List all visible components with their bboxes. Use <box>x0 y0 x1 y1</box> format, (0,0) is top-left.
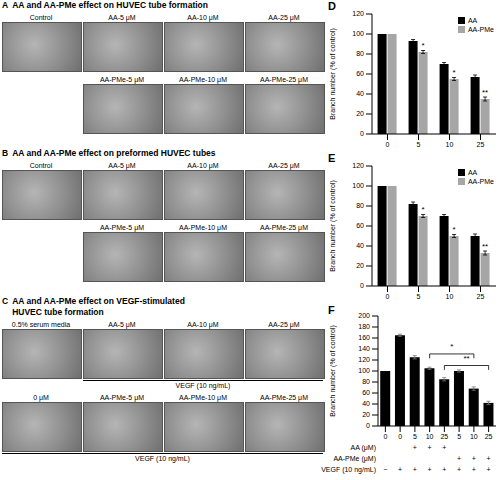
svg-text:60: 60 <box>356 70 364 77</box>
html-text:AA-25 μM: AA-25 μM <box>268 14 300 21</box>
html-text:AA-PMe-10 μM: AA-PMe-10 μM <box>179 394 227 401</box>
html-text:AA-5 μM: AA-5 μM <box>108 14 136 21</box>
html-text:VEGF (10 ng/mL): VEGF (10 ng/mL) <box>135 455 190 462</box>
html-text:AA-PMe-5 μM: AA-PMe-5 μM <box>99 394 144 401</box>
svg-text:120: 120 <box>352 162 364 169</box>
html-text:AA-PMe-25 μM: AA-PMe-25 μM <box>260 394 308 401</box>
svg-text:**: ** <box>482 88 488 97</box>
html-text:AA-PMe-25 μM: AA-PMe-25 μM <box>260 76 308 83</box>
html-text:Control: Control <box>29 162 53 169</box>
svg-text:5: 5 <box>417 293 421 300</box>
svg-text:120: 120 <box>358 356 370 363</box>
svg-text:160: 160 <box>358 334 370 341</box>
html-text:AA-25 μM: AA-25 μM <box>268 321 300 328</box>
svg-text:200: 200 <box>358 312 370 319</box>
svg-text:5: 5 <box>413 433 417 440</box>
svg-text:140: 140 <box>358 345 370 352</box>
html-text:AA-5 μM: AA-5 μM <box>108 162 136 169</box>
html-text:AA-10 μM: AA-10 μM <box>187 321 219 328</box>
html-text:AA-5 μM: AA-5 μM <box>108 321 136 328</box>
svg-text:*: * <box>453 68 456 77</box>
html-text:E: E <box>328 152 336 164</box>
svg-text:10: 10 <box>446 293 454 300</box>
svg-text:25: 25 <box>477 293 485 300</box>
html-text:VEGF (10 ng/mL): VEGF (10 ng/mL) <box>321 466 376 473</box>
svg-text:0: 0 <box>398 433 402 440</box>
svg-text:*: * <box>422 41 425 50</box>
html-text:AA (μM): AA (μM) <box>350 444 376 451</box>
html-text:0.5% serum media: 0.5% serum media <box>11 321 71 328</box>
svg-text:25: 25 <box>477 141 485 148</box>
svg-text:0: 0 <box>360 130 364 137</box>
html-text:AA-10 μM: AA-10 μM <box>187 14 219 21</box>
svg-text:80: 80 <box>362 378 370 385</box>
svg-text:25: 25 <box>440 433 448 440</box>
html-text:AA-PMe-10 μM: AA-PMe-10 μM <box>179 76 227 83</box>
svg-text:0: 0 <box>360 282 364 289</box>
svg-text:Branch number (% of control): Branch number (% of control) <box>329 28 337 119</box>
svg-text:Branch number (% of control): Branch number (% of control) <box>329 180 337 271</box>
svg-text:60: 60 <box>362 389 370 396</box>
svg-text:*: * <box>450 342 453 351</box>
svg-text:10: 10 <box>470 433 478 440</box>
svg-text:40: 40 <box>356 90 364 97</box>
svg-text:25: 25 <box>485 433 492 440</box>
html-text:Control: Control <box>29 14 53 21</box>
html-text:A AA and AA-PMe effect on HUVE: A AA and AA-PMe effect on HUVEC tube for… <box>2 0 208 10</box>
svg-text:80: 80 <box>356 50 364 57</box>
svg-text:180: 180 <box>358 323 370 330</box>
svg-text:5: 5 <box>417 141 421 148</box>
svg-text:20: 20 <box>362 411 370 418</box>
html-text:AA-PMe-25 μM: AA-PMe-25 μM <box>260 224 308 231</box>
svg-text:20: 20 <box>356 110 364 117</box>
svg-text:**: ** <box>482 242 488 251</box>
svg-text:Branch number (% of control): Branch number (% of control) <box>329 325 337 416</box>
svg-text:10: 10 <box>446 141 454 148</box>
html-text:C AA and AA-PMe effect on VEGF: C AA and AA-PMe effect on VEGF-stimulate… <box>2 296 185 306</box>
html-text:AA: AA <box>467 169 478 176</box>
svg-text:20: 20 <box>356 262 364 269</box>
svg-text:0: 0 <box>383 433 387 440</box>
svg-text:40: 40 <box>362 400 370 407</box>
html-text:AA-PMe-5 μM: AA-PMe-5 μM <box>99 224 144 231</box>
html-text:AA-10 μM: AA-10 μM <box>187 162 219 169</box>
svg-text:100: 100 <box>358 367 370 374</box>
html-text:AA-PMe-10 μM: AA-PMe-10 μM <box>179 224 227 231</box>
svg-text:100: 100 <box>352 182 364 189</box>
html-text:AA-25 μM: AA-25 μM <box>268 162 300 169</box>
html-text:AA-PMe-5 μM: AA-PMe-5 μM <box>99 76 144 83</box>
svg-text:10: 10 <box>426 433 434 440</box>
html-text:HUVEC tube formation: HUVEC tube formation <box>12 307 104 317</box>
html-text:VEGF (10 ng/mL): VEGF (10 ng/mL) <box>175 382 231 389</box>
svg-text:40: 40 <box>356 242 364 249</box>
svg-text:*: * <box>453 225 456 234</box>
svg-text:100: 100 <box>352 30 364 37</box>
html-text:AA-PMe (μM): AA-PMe (μM) <box>333 455 376 462</box>
html-text:AA-PMe: AA-PMe <box>467 178 494 185</box>
svg-text:0: 0 <box>386 293 390 300</box>
svg-text:80: 80 <box>356 202 364 209</box>
svg-text:0: 0 <box>386 141 390 148</box>
svg-text:**: ** <box>463 354 469 363</box>
svg-text:120: 120 <box>352 10 364 17</box>
svg-text:0: 0 <box>366 422 370 429</box>
html-text:D: D <box>328 0 336 12</box>
svg-text:5: 5 <box>457 433 461 440</box>
svg-text:*: * <box>422 205 425 214</box>
svg-text:60: 60 <box>356 222 364 229</box>
html-text:AA-PMe: AA-PMe <box>467 26 494 33</box>
html-text:0 μM: 0 μM <box>33 394 49 401</box>
html-text:F: F <box>328 304 335 316</box>
html-text:AA: AA <box>467 17 478 24</box>
html-text:B AA and AA-PMe effect on pref: B AA and AA-PMe effect on preformed HUVE… <box>2 148 216 158</box>
